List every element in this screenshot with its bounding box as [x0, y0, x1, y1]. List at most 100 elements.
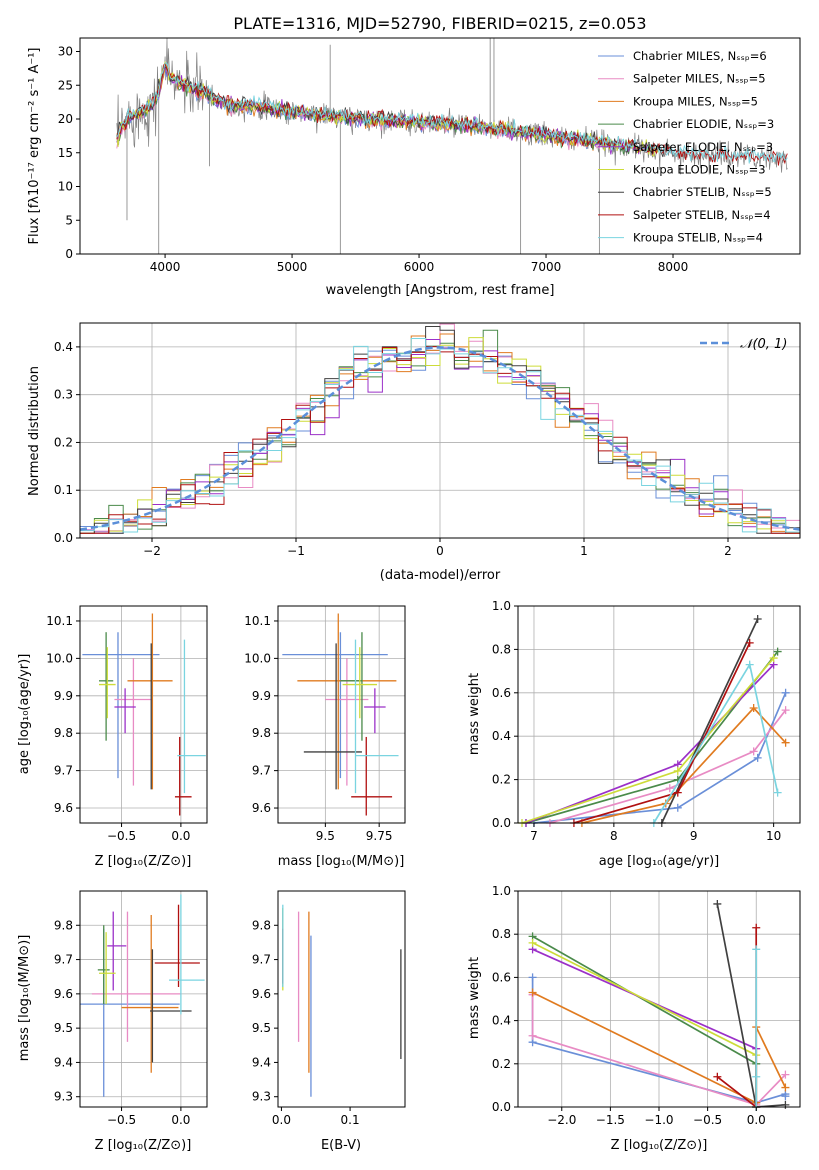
mass-vs-ebv-plot [282, 904, 402, 1097]
legend-label: Salpeter STELIB, Nₛₛₚ=4 [633, 208, 771, 222]
residuals-panel: −2 −1 0 1 2 0.0 0.1 0.2 0.3 0.4 𝒩(0, 1) (data-mod… [27, 322, 801, 583]
spectrum-panel: 4000 5000 6000 7000 8000 0 5 10 15 20 25 30 Chabrie… [27, 37, 801, 298]
x-tick-label: −1.5 [596, 1113, 625, 1127]
x-tick-label: 0.1 [341, 1113, 360, 1127]
spectrum-ylabel: Flux [fλ10⁻¹⁷ erg cm⁻² s⁻¹ A⁻¹] [27, 48, 42, 245]
histogram-series [80, 338, 800, 533]
plus-marker [781, 1083, 790, 1092]
y-tick-label: 9.5 [252, 1021, 271, 1035]
y-tick-label: 0.3 [54, 388, 73, 402]
plus-marker [781, 706, 790, 715]
x-tick-label: 0 [436, 544, 444, 558]
y-tick-label: 5 [65, 213, 73, 227]
plus-marker [528, 938, 537, 947]
y-tick-label: 20 [58, 112, 73, 126]
mass-weight-line [549, 709, 787, 824]
plus-marker [752, 945, 761, 954]
weight-vs-age-grid [518, 605, 800, 824]
legend-label: Kroupa ELODIE, Nₛₛₚ=3 [633, 163, 766, 177]
x-tick-label: 0.0 [171, 829, 190, 843]
y-tick-label: 9.6 [54, 987, 73, 1001]
y-tick-label: 9.8 [252, 918, 271, 932]
legend-label: Kroupa STELIB, Nₛₛₚ=4 [633, 231, 763, 245]
weight-vs-age-ylabel: mass weight [467, 673, 482, 755]
x-tick-label: 2 [724, 544, 732, 558]
y-tick-label: 0.4 [54, 340, 73, 354]
weight-vs-z-panel: −2.0 −1.5 −1.0 −0.5 0.0 0.0 0.2 0.4 0.6 0.8 1.0 Z … [467, 884, 801, 1153]
age-vs-mass-panel: 9.5 9.75 9.6 9.7 9.8 9.9 10.0 10.1 mass [log₁₀(… [244, 605, 406, 869]
age-vs-mass-plot [282, 613, 399, 816]
age-vs-z-ticks: −0.5 0.0 9.6 9.7 9.8 9.9 10.0 10.1 [46, 614, 190, 843]
age-vs-z-frame [79, 605, 208, 824]
plus-marker [781, 1092, 790, 1101]
plus-marker [781, 688, 790, 697]
plus-marker [749, 703, 758, 712]
x-tick-label: 10 [766, 829, 781, 843]
y-tick-label: 9.7 [252, 953, 271, 967]
x-tick-label: −1 [287, 544, 305, 558]
age-vs-z-xlabel: Z [log₁₀(Z/Z⊙)] [95, 854, 192, 869]
y-tick-label: 9.9 [252, 689, 271, 703]
x-tick-label: 1 [580, 544, 588, 558]
y-tick-label: 0.2 [54, 435, 73, 449]
y-tick-label: 1.0 [492, 884, 511, 898]
mass-vs-z-frame [79, 890, 208, 1108]
plus-marker [749, 747, 758, 756]
y-tick-label: 0.4 [492, 1014, 511, 1028]
plus-marker [745, 638, 754, 647]
model-spectrum-line [116, 62, 788, 164]
y-tick-label: 9.6 [252, 987, 271, 1001]
spectrum-ticks: 4000 5000 6000 7000 8000 0 5 10 15 20 25 30 [58, 45, 689, 275]
mass-vs-z-panel: −0.5 0.0 9.3 9.4 9.5 9.6 9.7 9.8 Z [log₁₀(Z/Z⊙)… [17, 890, 208, 1153]
weight-vs-z-ticks: −2.0 −1.5 −1.0 −0.5 0.0 0.0 0.2 0.4 0.6 0.8 1.0 [492, 884, 766, 1127]
weight-vs-z-ylabel: mass weight [467, 957, 482, 1039]
age-vs-z-panel: −0.5 0.0 9.6 9.7 9.8 9.9 10.0 10.1 Z [log₁₀(Z/Z… [17, 605, 208, 869]
mass-vs-z-ylabel: mass [log₁₀(M/M⊙)] [17, 935, 32, 1062]
x-tick-label: 7 [530, 829, 538, 843]
y-tick-label: 0.0 [54, 531, 73, 545]
legend-label: 𝒩(0, 1) [740, 337, 787, 352]
legend-label: Chabrier STELIB, Nₛₛₚ=5 [633, 185, 772, 199]
plus-marker [752, 923, 761, 932]
plus-marker [528, 988, 537, 997]
x-tick-label: −1.0 [644, 1113, 673, 1127]
x-tick-label: 5000 [277, 260, 308, 274]
y-tick-label: 9.6 [252, 801, 271, 815]
y-tick-label: 9.5 [54, 1021, 73, 1035]
mass-weight-line [525, 664, 775, 824]
y-tick-label: 0.6 [492, 686, 511, 700]
y-tick-label: 1.0 [492, 599, 511, 613]
age-vs-mass-xlabel: mass [log₁₀(M/M⊙)] [278, 854, 405, 869]
x-tick-label: 0.0 [747, 1113, 766, 1127]
plus-marker [745, 660, 754, 669]
weight-vs-age-panel: 7 8 9 10 0.0 0.2 0.4 0.6 0.8 1.0 age [log₁₀(age/y… [467, 599, 801, 869]
plus-marker [528, 973, 537, 982]
age-vs-z-plot [82, 613, 206, 816]
plus-marker [713, 1072, 722, 1081]
y-tick-label: 10.1 [46, 614, 73, 628]
mass-vs-z-xlabel: Z [log₁₀(Z/Z⊙)] [95, 1138, 192, 1153]
y-tick-label: 0.2 [492, 773, 511, 787]
y-tick-label: 0 [65, 247, 73, 261]
plus-marker [665, 784, 674, 793]
y-tick-label: 9.7 [54, 764, 73, 778]
y-tick-label: 0.0 [492, 1100, 511, 1114]
histogram-series [80, 337, 800, 534]
weight-vs-age-frame [517, 605, 801, 824]
plus-marker [673, 788, 682, 797]
y-tick-label: 10.0 [244, 651, 271, 665]
mass-weight-line [532, 942, 758, 1107]
plus-marker [673, 803, 682, 812]
age-vs-z-grid [80, 606, 207, 823]
y-tick-label: 0.0 [492, 816, 511, 830]
y-tick-label: 10.1 [244, 614, 271, 628]
mass-vs-ebv-panel: 0.0 0.1 9.3 9.4 9.5 9.6 9.7 9.8 E(B-V) [252, 890, 406, 1153]
y-tick-label: 10.0 [46, 651, 73, 665]
x-tick-label: −2.0 [547, 1113, 576, 1127]
mass-vs-z-ticks: −0.5 0.0 9.3 9.4 9.5 9.6 9.7 9.8 [54, 918, 191, 1127]
normal-curve [79, 346, 801, 531]
age-vs-mass-grid [278, 606, 405, 823]
spectrum-plot [116, 38, 788, 254]
y-tick-label: 15 [58, 146, 73, 160]
